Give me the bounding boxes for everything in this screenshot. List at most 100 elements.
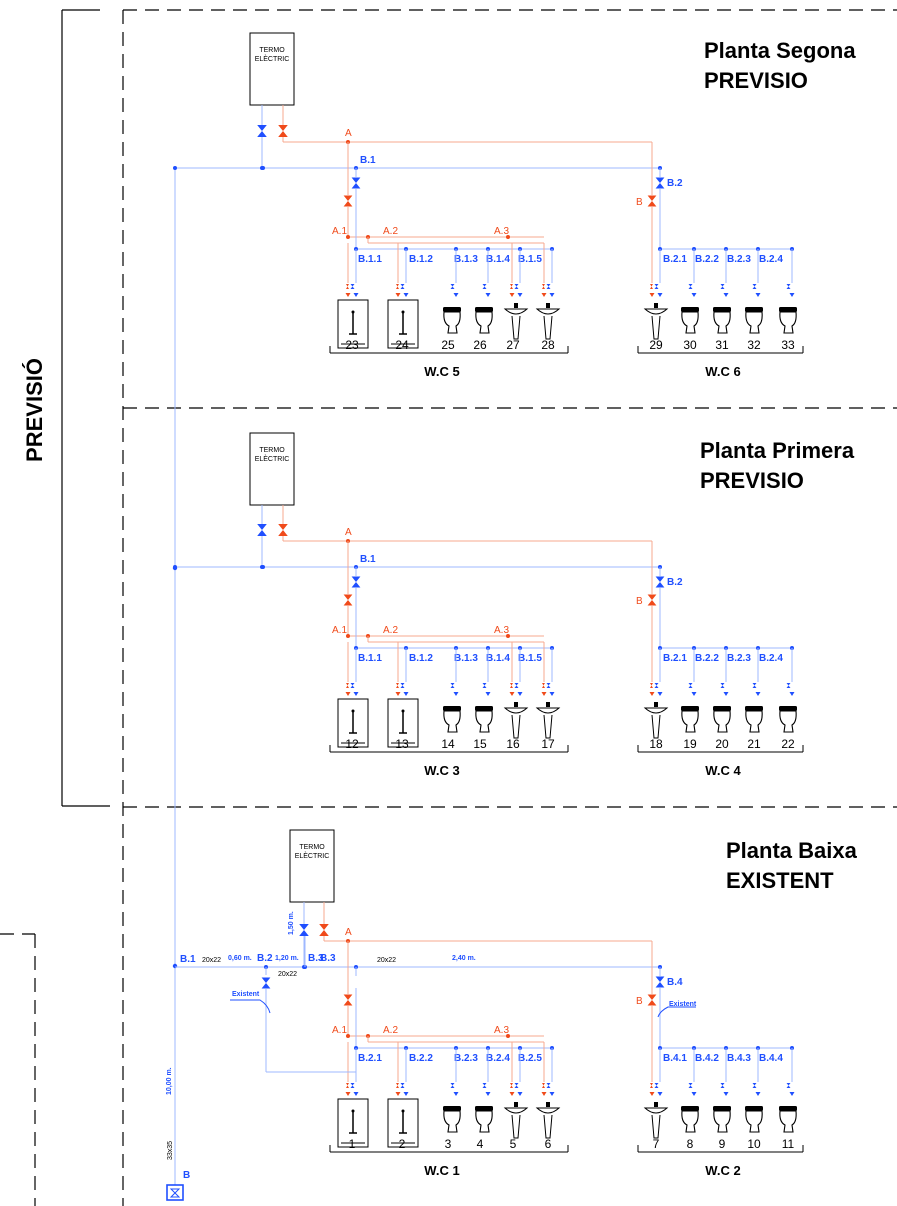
existent-label-1: Existent (232, 991, 260, 998)
wc-label-1: W.C 5 (424, 364, 459, 379)
washbasin-icon (643, 702, 669, 739)
hot-sub-label-1: A.1 (332, 226, 347, 237)
cold-branch2-valve-icon (655, 177, 665, 189)
fixture-number: 10 (747, 1137, 761, 1151)
fixture-number: 14 (441, 737, 455, 751)
cold-sub-label-2: B.1.2 (409, 254, 433, 265)
fixture-number: 29 (649, 338, 663, 352)
cold-sub2-label-1: B.4.1 (663, 1053, 687, 1064)
floor-status: PREVISIO (704, 68, 808, 93)
water-heater-icon (387, 1098, 419, 1148)
hot-main-label: A (345, 128, 352, 139)
cold-sub-label-4: B.2.4 (486, 1053, 510, 1064)
fixture-number: 11 (782, 1137, 795, 1151)
hot-sub-label-3: A.3 (494, 1025, 509, 1036)
hot-sub-label-3: A.3 (494, 226, 509, 237)
fixture-number: 1 (349, 1137, 356, 1151)
cold-sub2-label-4: B.4.4 (759, 1053, 783, 1064)
water-heater-icon (387, 698, 419, 748)
fixture-number: 5 (510, 1137, 517, 1151)
hot-sub-label-3: A.3 (494, 625, 509, 636)
wc-label-2: W.C 4 (705, 763, 741, 778)
cold-branch2-label: B.2 (667, 178, 683, 189)
cold-sub2-label-4: B.2.4 (759, 653, 783, 664)
cold-branch-valve-icon (351, 177, 361, 189)
water-heater-icon (337, 1098, 369, 1148)
hot-main-label: A (345, 527, 352, 538)
fixture-number: 12 (345, 737, 359, 751)
hot-branch-valve-icon (343, 994, 353, 1006)
toilet-icon (713, 706, 731, 733)
termo-electric-icon (249, 432, 295, 506)
fixture-number: 31 (715, 338, 729, 352)
hot-valve-icon (319, 924, 329, 936)
toilet-icon (713, 1106, 731, 1133)
toilet-icon (745, 1106, 763, 1133)
termo-electric-icon (289, 829, 335, 903)
toilet-icon (681, 706, 699, 733)
frame-lines (0, 9, 897, 1206)
ground-len-c: 2,40 m. (452, 955, 476, 962)
cold-sub2-label-3: B.2.3 (727, 653, 751, 664)
toilet-icon (779, 706, 797, 733)
fixture-number: 7 (653, 1137, 660, 1151)
toilet-icon (475, 706, 493, 733)
fixture-number: 16 (506, 737, 520, 751)
washbasin-icon (643, 303, 669, 340)
fixture-number: 32 (747, 338, 761, 352)
existent-label-2: Existent (669, 1001, 697, 1008)
toilet-icon (443, 307, 461, 334)
toilet-icon (713, 307, 731, 334)
toilet-icon (475, 1106, 493, 1133)
hot-sub-label-1: A.1 (332, 625, 347, 636)
floor-title: Planta Primera (700, 438, 855, 463)
ground-extras: B.1 20x22 0,60 m. B.2 1,20 m. B.3 20x22 … (166, 911, 697, 1201)
hot-sub-label-2: A.2 (383, 1025, 398, 1036)
cold-sub-label-5: B.1.5 (518, 653, 542, 664)
cold-sub-label-2: B.2.2 (409, 1053, 433, 1064)
toilet-icon (681, 307, 699, 334)
fixture-number: 2 (399, 1137, 406, 1151)
fixture-number: 6 (545, 1137, 552, 1151)
cold-sub2-label-2: B.4.2 (695, 1053, 719, 1064)
cold-branch2-label: B.4 (667, 977, 683, 988)
cold-sub-label-2: B.1.2 (409, 653, 433, 664)
washbasin-icon (503, 1102, 529, 1139)
cold-sub-label-4: B.1.4 (486, 653, 510, 664)
termo-label-1: TERMO (259, 47, 285, 54)
hot-main-label: A (345, 927, 352, 938)
ground-vert-len: 1,50 m. (288, 911, 295, 935)
side-label: PREVISIÓ (22, 358, 47, 462)
hot-branch-valve-icon (343, 594, 353, 606)
ground-size-a: 20x22 (202, 957, 221, 964)
washbasin-icon (535, 303, 561, 340)
fixture-number: 9 (719, 1137, 726, 1151)
hot-sub-label-1: A.1 (332, 1025, 347, 1036)
hot-branch2-valve-icon (647, 594, 657, 606)
cold-sub2-label-3: B.4.3 (727, 1053, 751, 1064)
fixture-number: 4 (477, 1137, 484, 1151)
water-heater-icon (387, 299, 419, 349)
fixture-number: 8 (687, 1137, 694, 1151)
toilet-icon (779, 307, 797, 334)
riser-size: 33x35 (167, 1141, 174, 1160)
cold-branch2-label: B.2 (667, 577, 683, 588)
fixture-number: 3 (445, 1137, 452, 1151)
hot-valve-icon (278, 125, 288, 137)
cold-valve-icon (257, 524, 267, 536)
ground-len-b: 1,20 m. (275, 955, 299, 962)
wc-label-2: W.C 2 (705, 1163, 740, 1178)
washbasin-icon (643, 1102, 669, 1139)
toilet-icon (681, 1106, 699, 1133)
floor-title: Planta Baixa (726, 838, 858, 863)
wc-label-1: W.C 1 (424, 1163, 459, 1178)
cold-valve-icon (299, 924, 309, 936)
cold-sub2-label-2: B.2.2 (695, 254, 719, 265)
toilet-icon (745, 706, 763, 733)
fixture-number: 15 (473, 737, 487, 751)
termo-label-2: ELÈCTRIC (255, 454, 290, 463)
water-meter-icon (166, 1184, 184, 1201)
